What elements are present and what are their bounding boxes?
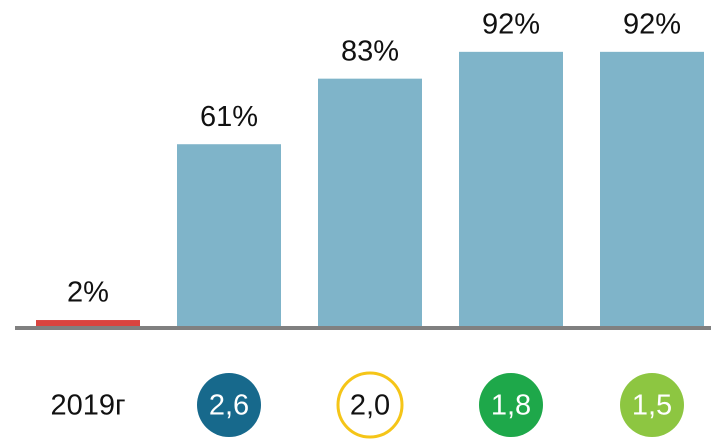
category-badge [197,373,261,437]
value-label: 61% [200,101,258,133]
value-label: 92% [623,8,681,40]
category-badge [336,371,404,439]
category-badge [479,373,543,437]
x-tick-label: 1,5 [632,390,672,422]
bar [177,144,281,326]
value-label: 2% [67,277,109,309]
x-tick-label: 2,0 [350,390,390,422]
bar [36,320,140,326]
x-tick-label: 2,6 [209,390,249,422]
bar [600,51,704,327]
category-badge [620,373,684,437]
value-label: 83% [341,35,399,67]
value-label: 92% [482,8,540,40]
bar [318,78,422,326]
x-tick-label: 1,8 [491,390,531,422]
x-tick-label: 2019г [50,390,125,422]
bar [459,51,563,327]
